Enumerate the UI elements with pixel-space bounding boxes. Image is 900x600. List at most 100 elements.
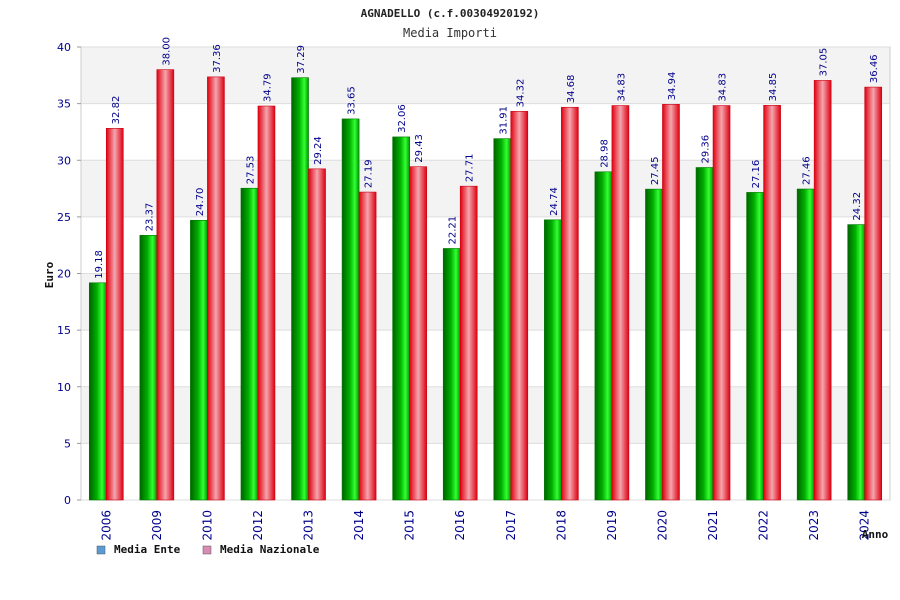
x-tick-label-2013: 2013 [302, 510, 316, 541]
bar-media-nazionale-2019 [611, 105, 630, 501]
bar-media-nazionale-2012 [257, 105, 276, 501]
data-label-media-nazionale-2020: 34.94 [667, 72, 678, 101]
data-label-media-ente-2017: 31.91 [498, 106, 509, 135]
y-tick-label: 0 [64, 494, 71, 507]
data-label-media-ente-2009: 23.37 [144, 203, 155, 232]
x-axis-ticks: 2006 2009 2010 2012 2013 2014 2015 2016 2017 2018… [99, 510, 871, 541]
bar-media-ente-2017 [493, 138, 512, 501]
bar-media-nazionale-2014 [358, 191, 377, 501]
y-axis-label: Euro [43, 261, 56, 288]
x-tick-label-2012: 2012 [251, 510, 265, 541]
bars [88, 69, 883, 501]
data-label-media-ente-2012: 27.53 [245, 156, 256, 185]
data-label-media-ente-2015: 32.06 [397, 104, 408, 133]
data-label-media-nazionale-2009: 38.00 [161, 37, 172, 66]
y-tick-label: 35 [57, 98, 71, 111]
data-label-media-nazionale-2017: 34.32 [515, 79, 526, 108]
bar-media-ente-2024 [847, 224, 866, 501]
data-label-media-ente-2006: 19.18 [94, 250, 105, 279]
bar-media-ente-2018 [544, 219, 562, 501]
x-tick-label-2020: 2020 [655, 510, 669, 541]
data-label-media-nazionale-2018: 34.68 [566, 75, 577, 104]
bar-media-nazionale-2023 [813, 80, 832, 501]
data-label-media-ente-2019: 28.98 [599, 139, 610, 168]
data-label-media-ente-2021: 29.36 [701, 135, 712, 164]
data-label-media-ente-2024: 24.32 [852, 192, 863, 221]
bar-media-ente-2009 [139, 235, 158, 501]
bar-media-nazionale-2017 [510, 111, 529, 501]
legend: Media Ente Media Nazionale [96, 543, 320, 556]
bar-media-ente-2020 [645, 188, 663, 501]
bar-media-ente-2012 [240, 187, 259, 501]
bar-media-nazionale-2022 [763, 105, 781, 501]
x-tick-label-2019: 2019 [605, 510, 619, 541]
bar-media-nazionale-2006 [105, 128, 124, 501]
data-label-media-nazionale-2014: 27.19 [364, 159, 375, 188]
x-tick-label-2018: 2018 [554, 510, 568, 541]
x-tick-label-2015: 2015 [403, 510, 417, 541]
bar-media-nazionale-2009 [156, 69, 175, 501]
y-tick-label: 40 [57, 41, 71, 54]
bar-media-ente-2013 [291, 77, 309, 501]
data-label-media-nazionale-2019: 34.83 [616, 73, 627, 102]
data-label-media-ente-2013: 37.29 [296, 45, 307, 74]
bar-media-nazionale-2013 [308, 168, 326, 501]
x-tick-label-2006: 2006 [99, 510, 113, 541]
data-label-media-nazionale-2024: 36.46 [869, 54, 880, 83]
data-label-media-ente-2023: 27.46 [802, 156, 813, 185]
legend-label-media-nazionale: Media Nazionale [220, 543, 320, 556]
data-label-media-nazionale-2021: 34.83 [718, 73, 729, 102]
x-tick-label-2024: 2024 [858, 510, 872, 541]
bar-media-ente-2019 [594, 171, 613, 501]
x-tick-label-2017: 2017 [504, 510, 518, 541]
data-label-media-nazionale-2006: 32.82 [111, 96, 122, 125]
legend-swatch-media-ente [96, 545, 106, 555]
chart-title: AGNADELLO (c.f.00304920192) [361, 7, 540, 20]
data-label-media-ente-2020: 27.45 [650, 156, 661, 185]
bar-media-nazionale-2015 [409, 166, 427, 501]
bar-media-ente-2021 [695, 167, 714, 501]
bar-media-ente-2016 [442, 248, 461, 501]
data-label-media-ente-2018: 24.74 [549, 187, 560, 216]
bar-media-ente-2023 [796, 188, 815, 501]
data-label-media-nazionale-2013: 29.24 [313, 136, 324, 165]
bar-media-nazionale-2016 [459, 185, 478, 501]
x-tick-label-2009: 2009 [150, 510, 164, 541]
x-axis-label: Anno [862, 528, 889, 541]
x-tick-label-2021: 2021 [706, 510, 720, 541]
bar-media-ente-2022 [746, 192, 764, 501]
data-label-media-nazionale-2023: 37.05 [819, 48, 830, 77]
data-label-media-nazionale-2022: 34.85 [768, 73, 779, 102]
y-tick-label: 20 [57, 268, 71, 281]
data-label-media-ente-2010: 24.70 [195, 188, 206, 217]
bar-media-ente-2014 [341, 118, 360, 501]
chart-subtitle: Media Importi [403, 26, 497, 40]
x-tick-label-2014: 2014 [352, 510, 366, 541]
data-label-media-nazionale-2016: 27.71 [465, 154, 476, 183]
x-tick-label-2016: 2016 [453, 510, 467, 541]
bar-media-nazionale-2021 [712, 105, 731, 501]
legend-label-media-ente: Media Ente [114, 543, 181, 556]
y-tick-label: 5 [64, 437, 71, 450]
y-tick-label: 10 [57, 381, 71, 394]
bar-media-nazionale-2020 [662, 104, 680, 501]
y-tick-label: 30 [57, 154, 71, 167]
data-labels: 19.18 32.82 23.37 38.00 24.70 37.36 27.53 34.79… [94, 37, 880, 279]
bar-media-nazionale-2010 [207, 76, 225, 501]
data-label-media-ente-2016: 22.21 [448, 216, 459, 245]
legend-swatch-media-nazionale [202, 545, 212, 555]
x-tick-label-2010: 2010 [200, 510, 214, 541]
data-label-media-ente-2014: 33.65 [347, 86, 358, 115]
data-label-media-nazionale-2015: 29.43 [414, 134, 425, 163]
bar-media-nazionale-2018 [561, 106, 579, 501]
data-label-media-nazionale-2010: 37.36 [212, 44, 223, 73]
y-axis-ticks: 0 5 10 15 20 25 30 35 40 [57, 41, 81, 507]
x-tick-label-2023: 2023 [807, 510, 821, 541]
bar-media-ente-2015 [392, 136, 410, 501]
bar-media-ente-2006 [88, 282, 107, 501]
data-label-media-nazionale-2012: 34.79 [262, 73, 273, 102]
bar-media-nazionale-2024 [864, 86, 883, 501]
data-label-media-ente-2022: 27.16 [751, 160, 762, 189]
x-tick-label-2022: 2022 [757, 510, 771, 541]
